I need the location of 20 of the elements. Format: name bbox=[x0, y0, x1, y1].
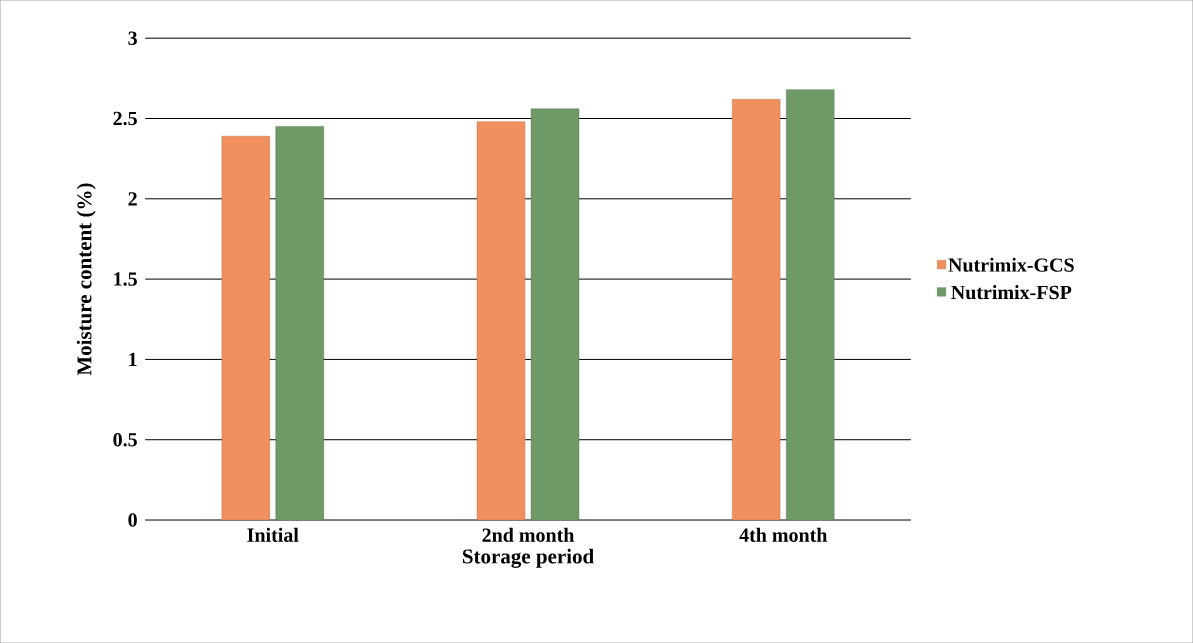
y-tick-label: 1.5 bbox=[114, 272, 137, 286]
legend-label: Nutrimix-FSP bbox=[951, 285, 1072, 300]
y-tick-label: 0 bbox=[128, 513, 137, 527]
x-tick-label: 4th month bbox=[739, 527, 828, 542]
y-tick-label: 1 bbox=[129, 352, 137, 366]
bar bbox=[732, 98, 781, 520]
y-tick-label: 2 bbox=[128, 192, 137, 206]
x-tick-label: Initial bbox=[247, 527, 299, 542]
bar bbox=[786, 89, 835, 520]
x-axis-title: Storage period bbox=[462, 548, 594, 568]
y-tick-label: 3 bbox=[128, 31, 137, 45]
legend-label: Nutrimix-GCS bbox=[948, 257, 1074, 272]
x-tick-label: 2nd month bbox=[482, 527, 575, 542]
bar bbox=[476, 121, 526, 520]
bar bbox=[275, 126, 324, 520]
y-tick-label: 2.5 bbox=[113, 111, 137, 126]
bar bbox=[530, 108, 580, 520]
bar bbox=[221, 135, 270, 520]
y-tick-label: 0.5 bbox=[113, 432, 137, 447]
y-axis-title: Moisture content (%) bbox=[76, 183, 96, 376]
